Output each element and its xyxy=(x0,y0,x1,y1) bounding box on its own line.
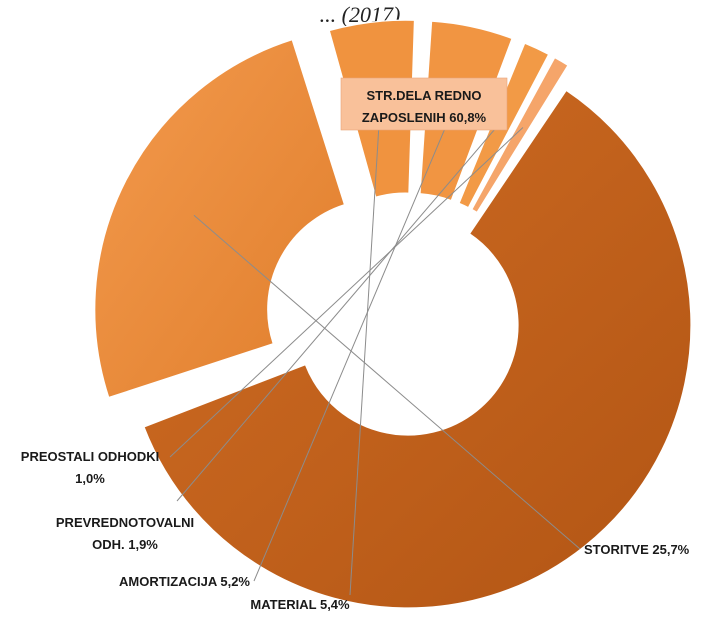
leader-line-4 xyxy=(253,101,457,582)
leaders-group xyxy=(169,98,581,596)
slice-2 xyxy=(94,38,346,399)
data-label-4: AMORTIZACIJA 5,2% xyxy=(119,574,250,589)
leader-line-5 xyxy=(176,117,505,502)
slice-1 xyxy=(143,89,692,609)
data-label-1: STR.DELA REDNO ZAPOSLENIH 60,8% xyxy=(362,88,487,125)
data-label-5: PREVREDNOTOVALNI ODH. 1,9% xyxy=(56,515,194,552)
label-box-main xyxy=(340,77,508,131)
data-label-6: PREOSTALI ODHODKI 1,0% xyxy=(21,449,159,486)
leader-line-3 xyxy=(349,98,382,596)
data-label-3: MATERIAL 5,4% xyxy=(250,597,350,612)
slice-6 xyxy=(470,56,569,214)
leader-line-6 xyxy=(169,127,524,458)
leader-line-2 xyxy=(193,214,581,550)
data-label-2: STORITVE 25,7% xyxy=(584,542,690,557)
labels-group: STR.DELA REDNO ZAPOSLENIH 60,8% STORITVE 2… xyxy=(21,77,690,612)
